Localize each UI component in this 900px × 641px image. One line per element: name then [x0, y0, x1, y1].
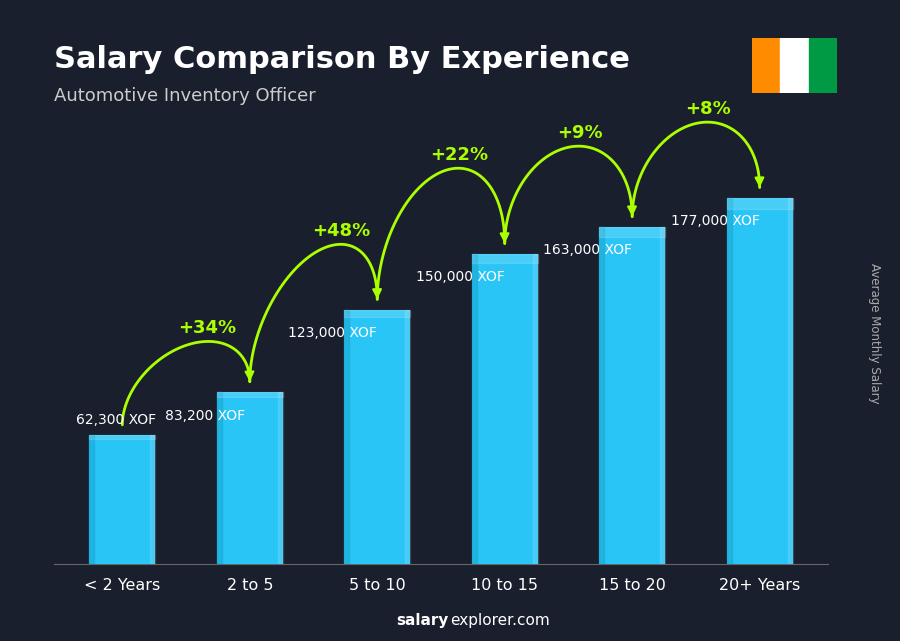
Polygon shape: [150, 435, 156, 564]
Polygon shape: [472, 254, 538, 263]
Polygon shape: [217, 392, 222, 564]
Text: +34%: +34%: [178, 319, 237, 337]
Bar: [217, 392, 283, 564]
Polygon shape: [533, 254, 538, 564]
Bar: [752, 38, 780, 93]
Bar: [344, 310, 410, 564]
Polygon shape: [405, 310, 410, 564]
Text: +9%: +9%: [557, 124, 603, 142]
Text: 83,200 XOF: 83,200 XOF: [165, 408, 245, 422]
Text: 62,300 XOF: 62,300 XOF: [76, 413, 156, 427]
Polygon shape: [726, 198, 793, 209]
Polygon shape: [472, 254, 477, 564]
Text: salary: salary: [396, 613, 448, 628]
Text: Average Monthly Salary: Average Monthly Salary: [868, 263, 881, 404]
Text: 123,000 XOF: 123,000 XOF: [288, 326, 377, 340]
Polygon shape: [277, 392, 283, 564]
Polygon shape: [344, 310, 410, 317]
Bar: [726, 198, 793, 564]
Bar: [599, 227, 665, 564]
Polygon shape: [660, 227, 665, 564]
Text: explorer.com: explorer.com: [450, 613, 550, 628]
Text: 163,000 XOF: 163,000 XOF: [543, 244, 632, 258]
Polygon shape: [89, 435, 156, 439]
Bar: [472, 254, 538, 564]
Text: +8%: +8%: [685, 100, 731, 118]
Text: +48%: +48%: [312, 222, 371, 240]
Bar: [89, 435, 156, 564]
Polygon shape: [788, 198, 793, 564]
Polygon shape: [89, 435, 94, 564]
Polygon shape: [599, 227, 605, 564]
Polygon shape: [344, 310, 349, 564]
Text: 150,000 XOF: 150,000 XOF: [416, 271, 505, 285]
Text: +22%: +22%: [430, 146, 489, 164]
Text: Salary Comparison By Experience: Salary Comparison By Experience: [54, 45, 630, 74]
Bar: [780, 38, 808, 93]
Polygon shape: [599, 227, 665, 237]
Polygon shape: [726, 198, 732, 564]
Bar: [808, 38, 837, 93]
Text: 177,000 XOF: 177,000 XOF: [670, 215, 760, 228]
Text: Automotive Inventory Officer: Automotive Inventory Officer: [54, 87, 316, 104]
Polygon shape: [217, 392, 283, 397]
